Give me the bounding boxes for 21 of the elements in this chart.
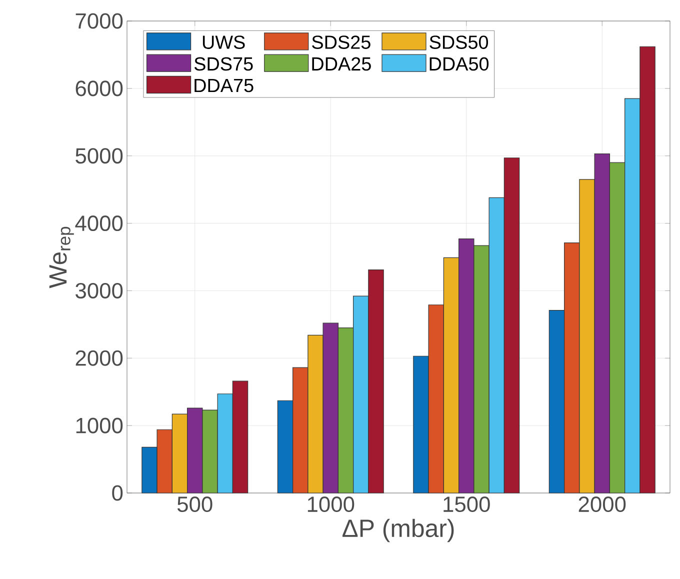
- y-tick-label: 7000: [76, 13, 123, 29]
- x-tick-label: 1000: [308, 496, 354, 512]
- x-tick-label: 2000: [578, 496, 626, 512]
- y-tick-label: 1000: [76, 418, 123, 434]
- legend-label: SDS25: [312, 36, 370, 49]
- legend-label: UWS: [202, 36, 245, 49]
- y-tick-label: 5000: [76, 148, 123, 164]
- y-tick-label: 2000: [76, 350, 123, 366]
- x-axis-title: ΔP (mbar): [342, 518, 454, 542]
- y-axis-title: We$_{rep}$: [49, 226, 74, 288]
- y-tick-label: 0: [112, 485, 123, 501]
- legend-label: DDA50: [430, 57, 489, 71]
- legend-label: DDA25: [312, 57, 371, 71]
- y-tick-label: 3000: [76, 282, 123, 298]
- y-tick-label: 6000: [76, 80, 123, 96]
- legend-label: DDA75: [194, 78, 254, 92]
- y-tick-label: 4000: [75, 216, 123, 232]
- legend-label: SDS75: [194, 57, 253, 71]
- x-tick-label: 1500: [444, 496, 490, 512]
- legend-label: SDS50: [430, 36, 488, 49]
- x-tick-label: 500: [177, 496, 212, 512]
